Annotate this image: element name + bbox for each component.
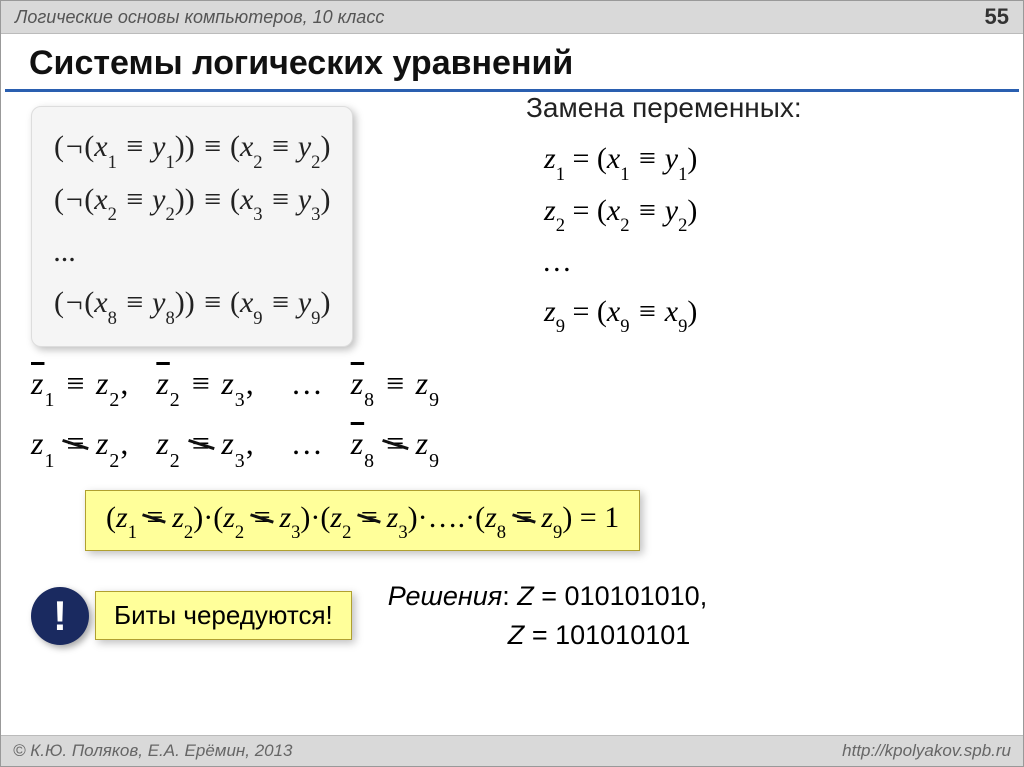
product-equation: (z1 ≡ z2)·(z2 ≡ z3)·(z2 ≡ z3)·….·(z8 ≡ z…	[85, 490, 640, 551]
equation-line: (¬(x2 ≡ y2)) ≡ (x3 ≡ y3)	[54, 174, 330, 227]
subst-line: z9 = (x9 ≡ x9)	[544, 287, 802, 339]
course-label: Логические основы компьютеров, 10 класс	[15, 7, 384, 28]
equation-dots: ...	[54, 226, 330, 277]
slide-header: Логические основы компьютеров, 10 класс …	[1, 1, 1023, 34]
slide-footer: © К.Ю. Поляков, Е.А. Ерёмин, 2013 http:/…	[1, 735, 1023, 766]
substitution-column: Замена переменных: z1 = (x1 ≡ y1) z2 = (…	[526, 92, 802, 339]
z-equiv-row: z1 ≡ z2, z2 ≡ z3, … z8 ≡ z9	[31, 365, 993, 407]
solution-value: 010101010	[565, 581, 700, 611]
substitution-label: Замена переменных:	[526, 92, 802, 124]
solutions-block: Решения: Z = 010101010, Z = 101010101	[388, 577, 707, 655]
page-number: 55	[985, 4, 1009, 30]
subst-line: z2 = (x2 ≡ y2)	[544, 186, 802, 238]
copyright: © К.Ю. Поляков, Е.А. Ерёмин, 2013	[13, 741, 293, 761]
subst-line: z1 = (x1 ≡ y1)	[544, 134, 802, 186]
page-title: Системы логических уравнений	[5, 34, 1019, 92]
z-nequiv-row: z1 ≡ z2, z2 ≡ z3, … z8 ≡ z9	[31, 425, 993, 467]
equation-box: (¬(x1 ≡ y1)) ≡ (x2 ≡ y2) (¬(x2 ≡ y2)) ≡ …	[31, 106, 353, 347]
solution-value: 101010101	[555, 620, 690, 650]
subst-dots: …	[544, 237, 802, 287]
slide-content: (¬(x1 ≡ y1)) ≡ (x2 ≡ y2) (¬(x2 ≡ y2)) ≡ …	[1, 92, 1023, 655]
equation-line: (¬(x1 ≡ y1)) ≡ (x2 ≡ y2)	[54, 121, 330, 174]
equation-line: (¬(x8 ≡ y8)) ≡ (x9 ≡ y9)	[54, 277, 330, 330]
attention-icon: !	[31, 587, 89, 645]
note-box: Биты чередуются!	[95, 591, 352, 640]
solutions-label: Решения	[388, 581, 502, 611]
footer-url: http://kpolyakov.spb.ru	[842, 741, 1011, 761]
